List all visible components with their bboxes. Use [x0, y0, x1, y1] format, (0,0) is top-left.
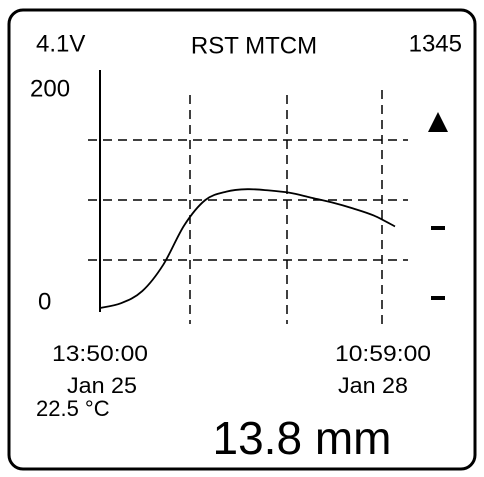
y-tick-label: 0 [38, 288, 51, 315]
x-tick-time: 10:59:00 [335, 341, 431, 366]
y-tick-label: 200 [30, 75, 70, 102]
voltage: 4.1V [36, 30, 85, 57]
marker [431, 226, 445, 230]
counter: 1345 [409, 30, 462, 57]
x-tick-time: 13:50:00 [52, 341, 148, 366]
screen-frame [7, 8, 477, 471]
temperature: 22.5 °C [36, 396, 110, 421]
reading: 13.8 mm [213, 412, 392, 464]
x-tick-date: Jan 25 [67, 373, 137, 398]
x-tick-date: Jan 28 [338, 373, 408, 398]
title: RST MTCM [191, 32, 317, 59]
marker [431, 296, 445, 300]
up-arrow [428, 112, 448, 132]
data-line [99, 188, 396, 309]
